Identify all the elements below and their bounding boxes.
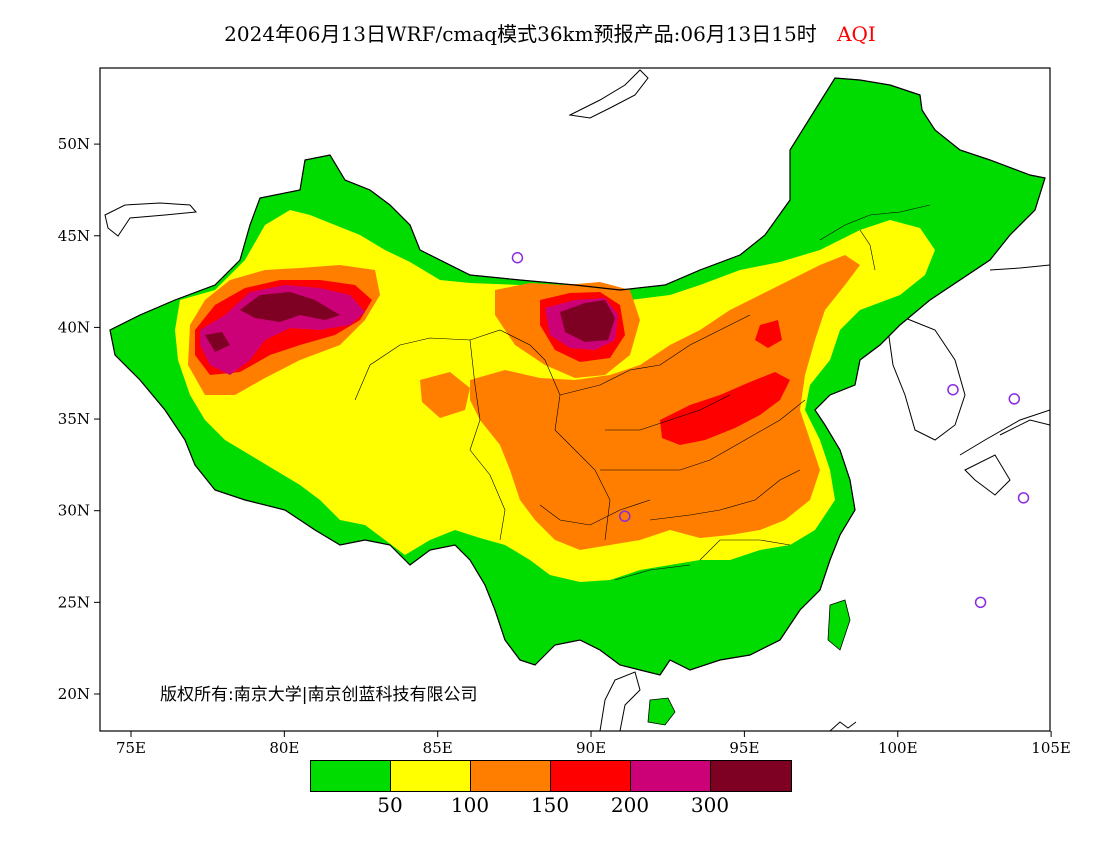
station-marker bbox=[1008, 393, 1021, 405]
philippines-coastline bbox=[829, 721, 857, 731]
lon-tick-label: 105E bbox=[1031, 739, 1071, 757]
lat-tick-label: 45N bbox=[58, 227, 90, 245]
chart-title: 2024年06月13日WRF/cmaq模式36km预报产品:06月13日15时 … bbox=[0, 18, 1100, 47]
legend-swatch bbox=[711, 761, 791, 791]
legend-value: 150 bbox=[530, 793, 570, 817]
legend-swatch bbox=[311, 761, 391, 791]
title-text: 2024年06月13日WRF/cmaq模式36km预报产品:06月13日15时 bbox=[224, 22, 817, 46]
lon-tick-label: 80E bbox=[269, 739, 299, 757]
station-marker bbox=[619, 510, 631, 522]
legend-swatch bbox=[471, 761, 551, 791]
lat-tick-label: 40N bbox=[58, 318, 90, 336]
station-marker bbox=[1092, 513, 1100, 523]
lat-tick-label: 20N bbox=[58, 685, 90, 703]
indochina-coastline bbox=[599, 671, 641, 731]
lon-tick-label: 90E bbox=[576, 739, 606, 757]
lon-tick-label: 100E bbox=[878, 739, 918, 757]
national-boundary bbox=[109, 77, 1046, 676]
korea-japan-coastline bbox=[887, 264, 1050, 496]
color-legend bbox=[310, 760, 792, 792]
legend-swatch bbox=[631, 761, 711, 791]
foreign-coastline-north bbox=[568, 69, 649, 119]
station-marker bbox=[974, 596, 987, 609]
copyright-notice: 版权所有:南京大学|南京创蓝科技有限公司 bbox=[160, 685, 478, 705]
station-markers bbox=[511, 251, 1100, 609]
legend-value: 300 bbox=[690, 793, 730, 817]
aqi-level-usg bbox=[188, 255, 860, 550]
map-frame bbox=[99, 67, 1051, 732]
lon-tick-label: 85E bbox=[423, 739, 453, 757]
legend-value: 100 bbox=[450, 793, 490, 817]
aqi-level-hazardous bbox=[205, 292, 615, 352]
lat-tick-label: 25N bbox=[58, 593, 90, 611]
station-marker bbox=[947, 383, 959, 396]
legend-swatch bbox=[391, 761, 471, 791]
station-marker bbox=[1017, 492, 1030, 504]
legend-value: 200 bbox=[610, 793, 650, 817]
longitude-axis: 75E80E85E90E95E100E105E110E115E120E125E1… bbox=[116, 731, 1071, 757]
legend-value: 50 bbox=[377, 793, 403, 817]
title-variable: AQI bbox=[837, 22, 876, 46]
province-boundaries bbox=[354, 204, 931, 581]
latitude-axis: 20N 25N 30N 35N 40N 45N 50N bbox=[58, 135, 100, 703]
lat-tick-label: 35N bbox=[58, 410, 90, 428]
lon-tick-label: 95E bbox=[729, 739, 759, 757]
station-marker bbox=[1086, 350, 1096, 360]
lat-tick-label: 50N bbox=[58, 135, 90, 153]
station-marker bbox=[511, 251, 524, 264]
foreign-coastline-northwest bbox=[104, 202, 198, 237]
lat-tick-label: 30N bbox=[58, 502, 90, 520]
lon-tick-label: 75E bbox=[116, 739, 146, 757]
legend-swatch bbox=[551, 761, 631, 791]
